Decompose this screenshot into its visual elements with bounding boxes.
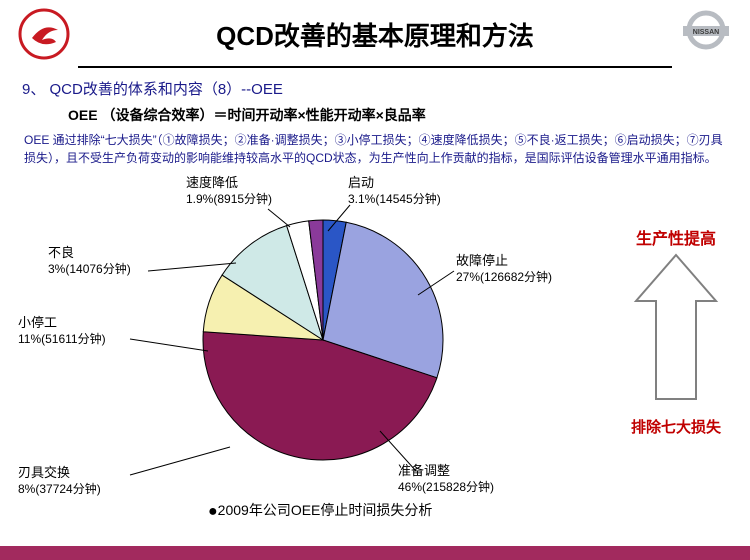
slide: QCD改善的基本原理和方法 NISSAN 9、 QCD改善的体系和内容（8）--… [0, 0, 750, 560]
page-title: QCD改善的基本原理和方法 [70, 16, 680, 53]
slice-label-name: 准备调整 [398, 463, 494, 480]
slice-label-defect: 不良3%(14076分钟) [48, 245, 131, 277]
section-heading: 9、 QCD改善的体系和内容（8）--OEE [22, 78, 732, 99]
slice-label-setup: 准备调整46%(215828分钟) [398, 463, 494, 495]
slice-label-name: 启动 [348, 175, 441, 192]
chart-caption: ●2009年公司OEE停止时间损失分析 [208, 500, 432, 521]
slice-label-value: 1.9%(8915分钟) [186, 192, 272, 208]
slice-label-value: 27%(126682分钟) [456, 270, 552, 286]
up-arrow-icon [626, 249, 726, 405]
slice-label-startup: 启动3.1%(14545分钟) [348, 175, 441, 207]
leader-line [130, 339, 208, 351]
formula-text: OEE （设备综合效率）＝时间开动率×性能开动率×良品率 [68, 105, 732, 125]
dongfeng-logo-icon [18, 8, 70, 60]
nissan-logo-icon: NISSAN [680, 8, 732, 60]
title-underline [78, 66, 672, 68]
pie-chart [198, 215, 448, 465]
slice-label-speed: 速度降低1.9%(8915分钟) [186, 175, 272, 207]
slice-label-name: 不良 [48, 245, 131, 262]
slice-label-value: 3%(14076分钟) [48, 262, 131, 278]
slice-label-tool: 刃具交换8%(37724分钟) [18, 465, 101, 497]
arrow-upper-text: 生产性提高 [616, 225, 736, 249]
slice-label-name: 小停工 [18, 315, 106, 332]
title-row: QCD改善的基本原理和方法 NISSAN [18, 8, 732, 60]
caption-text: 2009年公司OEE停止时间损失分析 [218, 502, 433, 518]
slice-label-name: 刃具交换 [18, 465, 101, 482]
slice-label-value: 11%(51611分钟) [18, 332, 106, 348]
arrow-callout: 生产性提高 排除七大损失 [616, 225, 736, 465]
slice-label-fault: 故障停止27%(126682分钟) [456, 253, 552, 285]
bullet-icon: ● [208, 503, 218, 520]
description-text: OEE 通过排除“七大损失”（①故障损失；②准备·调整损失；③小停工损失；④速度… [24, 131, 726, 167]
slice-label-minor: 小停工11%(51611分钟) [18, 315, 106, 347]
slice-label-value: 46%(215828分钟) [398, 480, 494, 496]
slice-label-value: 3.1%(14545分钟) [348, 192, 441, 208]
slice-label-name: 速度降低 [186, 175, 272, 192]
arrow-lower-text: 排除七大损失 [616, 416, 736, 437]
slice-label-value: 8%(37724分钟) [18, 482, 101, 498]
chart-area: 生产性提高 排除七大损失 ●2009年公司OEE停止时间损失分析 启动3.1%(… [18, 175, 732, 525]
svg-text:NISSAN: NISSAN [693, 29, 719, 36]
slice-label-name: 故障停止 [456, 253, 552, 270]
